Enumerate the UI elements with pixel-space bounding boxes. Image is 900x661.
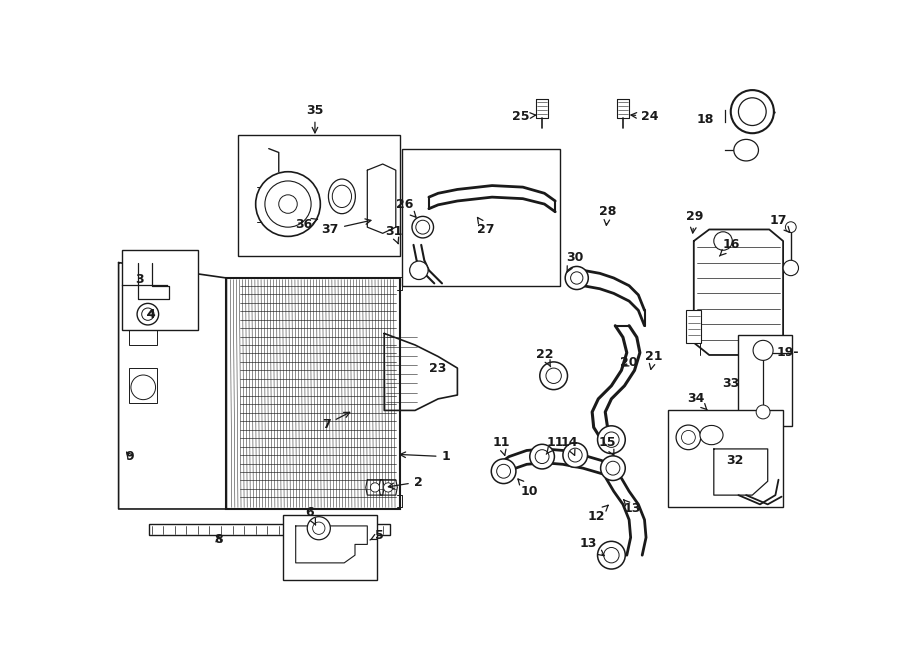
Text: 13: 13: [624, 500, 641, 516]
Text: 3: 3: [135, 273, 144, 286]
Ellipse shape: [332, 185, 352, 208]
Bar: [129, 368, 158, 403]
Text: 16: 16: [719, 239, 740, 256]
Circle shape: [568, 448, 582, 462]
Circle shape: [714, 232, 733, 251]
Circle shape: [676, 425, 701, 449]
Text: 28: 28: [598, 206, 616, 225]
Circle shape: [783, 260, 798, 276]
Text: 17: 17: [770, 214, 790, 232]
Circle shape: [256, 172, 320, 237]
Circle shape: [756, 405, 770, 419]
Circle shape: [371, 483, 380, 492]
Circle shape: [546, 368, 562, 383]
Circle shape: [540, 362, 568, 389]
Ellipse shape: [328, 179, 356, 214]
Circle shape: [130, 375, 156, 400]
Circle shape: [279, 195, 297, 214]
Circle shape: [312, 522, 325, 534]
Text: 22: 22: [536, 348, 554, 367]
Circle shape: [738, 98, 766, 126]
Text: 20: 20: [620, 356, 638, 369]
Circle shape: [598, 541, 626, 569]
Text: 36: 36: [295, 217, 318, 231]
Text: 15: 15: [598, 436, 616, 455]
Circle shape: [530, 444, 554, 469]
Bar: [402, 149, 560, 286]
Text: 1: 1: [400, 450, 450, 463]
Bar: [122, 251, 198, 330]
Text: 27: 27: [477, 217, 495, 236]
Circle shape: [265, 181, 311, 227]
Circle shape: [606, 461, 620, 475]
Bar: [238, 135, 400, 256]
Circle shape: [600, 456, 626, 481]
Bar: [738, 335, 792, 426]
Text: 4: 4: [147, 307, 156, 321]
Circle shape: [412, 216, 434, 238]
Text: 9: 9: [126, 450, 134, 463]
Circle shape: [497, 464, 510, 478]
Text: 31: 31: [385, 225, 402, 244]
Text: 12: 12: [587, 505, 608, 523]
Circle shape: [681, 430, 696, 444]
Circle shape: [604, 432, 619, 447]
Circle shape: [307, 517, 330, 540]
Bar: [283, 515, 376, 580]
Bar: [668, 410, 783, 507]
Text: 5: 5: [370, 529, 384, 541]
Bar: [129, 326, 158, 345]
Circle shape: [536, 449, 549, 463]
Text: 30: 30: [566, 251, 583, 272]
Circle shape: [565, 266, 589, 290]
Circle shape: [141, 308, 154, 321]
Text: 2: 2: [389, 475, 422, 488]
Text: 19-: 19-: [777, 346, 799, 359]
Text: 6: 6: [305, 506, 316, 525]
Circle shape: [571, 272, 583, 284]
Text: 32: 32: [726, 454, 743, 467]
Circle shape: [562, 443, 588, 467]
Ellipse shape: [734, 139, 759, 161]
Circle shape: [598, 426, 626, 453]
Text: 14: 14: [561, 436, 578, 455]
Text: 24: 24: [631, 110, 659, 123]
Circle shape: [137, 303, 158, 325]
Bar: [227, 278, 400, 509]
Text: 10: 10: [518, 479, 538, 498]
Circle shape: [604, 547, 619, 563]
Circle shape: [416, 220, 429, 234]
Text: 35: 35: [306, 104, 324, 133]
Text: 11: 11: [492, 436, 510, 455]
Circle shape: [753, 340, 773, 360]
Text: 37: 37: [321, 219, 371, 236]
Text: 23: 23: [429, 362, 446, 375]
Text: 8: 8: [214, 533, 223, 545]
Text: 13: 13: [580, 537, 604, 556]
Circle shape: [491, 459, 516, 484]
Text: 7: 7: [322, 412, 350, 431]
Ellipse shape: [700, 426, 723, 445]
Bar: [149, 524, 391, 535]
Bar: [686, 310, 701, 342]
Text: 34: 34: [688, 393, 707, 410]
Circle shape: [786, 222, 796, 233]
Text: 26: 26: [396, 198, 416, 217]
Circle shape: [383, 483, 392, 492]
Text: 33: 33: [722, 377, 740, 390]
Text: 25: 25: [512, 110, 535, 123]
Circle shape: [731, 90, 774, 134]
Circle shape: [410, 261, 428, 280]
Text: 11: 11: [546, 436, 564, 454]
Text: 18: 18: [697, 113, 714, 126]
Text: 29: 29: [686, 210, 703, 233]
Text: 21: 21: [645, 350, 662, 369]
